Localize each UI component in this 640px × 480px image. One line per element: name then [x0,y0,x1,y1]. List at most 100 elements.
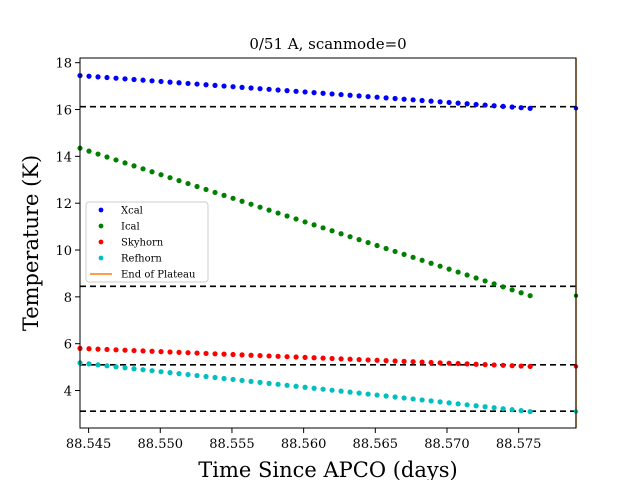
point-xcal [203,82,209,88]
y-tick-label: 14 [55,150,72,165]
point-xcal [338,91,344,98]
point-refhorn [230,376,236,383]
point-xcal [401,96,407,102]
point-ical [248,201,254,207]
point-xcal [230,84,236,90]
point-skyhorn [266,353,272,359]
point-refhorn [365,391,371,397]
point-refhorn [356,390,362,396]
point-refhorn [293,383,299,389]
point-xcal [419,97,425,104]
point-skyhorn [338,356,344,362]
point-skyhorn [428,359,434,366]
point-ical [302,219,308,225]
point-skyhorn [518,363,524,369]
y-tick-label: 16 [55,104,72,119]
point-ical [518,290,524,296]
x-tick-label: 88.560 [281,437,327,452]
point-skyhorn [500,362,506,368]
point-skyhorn [284,354,290,360]
point-xcal [131,76,137,83]
point-refhorn [248,378,254,385]
point-refhorn [446,400,452,406]
point-ical [176,178,182,184]
point-skyhorn [383,358,389,364]
point-xcal [194,81,200,87]
point-ical [464,272,470,278]
point-ical [149,169,155,175]
point-skyhorn [230,351,236,358]
point-refhorn [527,409,533,415]
point-ical [428,260,434,266]
point-ical [275,210,281,216]
point-skyhorn [140,348,146,354]
point-refhorn [392,394,398,400]
point-ical [446,266,452,272]
point-refhorn [167,370,173,376]
point-refhorn [383,393,389,399]
point-skyhorn [464,361,470,367]
point-refhorn [221,375,227,382]
point-ical [491,281,497,287]
series-xcal [77,72,533,111]
point-skyhorn [509,363,515,369]
point-ical [194,183,200,190]
point-xcal [185,80,191,87]
point-refhorn [464,402,470,408]
point-skyhorn [86,346,92,352]
point-ical [527,293,533,299]
point-skyhorn [356,356,362,363]
y-tick-label: 10 [55,244,72,259]
point-xcal [329,91,335,97]
point-xcal [455,100,461,106]
point-skyhorn [122,347,128,353]
point-ical [104,154,110,160]
point-skyhorn [365,357,371,363]
legend-marker-skyhorn [98,239,104,245]
point-skyhorn [437,360,443,366]
y-tick-label: 8 [64,291,72,306]
legend-label-ical: Ical [121,222,140,233]
point-skyhorn [311,355,317,361]
point-skyhorn [482,362,488,368]
series-ical [77,145,533,299]
x-tick-label: 88.565 [353,437,399,452]
point-refhorn [338,388,344,394]
point-xcal [239,84,245,90]
point-ical [509,287,515,293]
point-ical [437,263,443,269]
legend: Xcal Ical Skyhorn Refhorn End of Plateau [85,201,209,283]
point-refhorn [185,371,191,378]
y-tick-label: 4 [64,385,72,400]
legend-label-skyhorn: Skyhorn [121,238,164,249]
point-refhorn [374,392,380,398]
x-tick-label: 88.545 [66,437,112,452]
data-series [77,72,533,415]
point-ical [500,284,506,290]
point-ical [410,254,416,260]
point-skyhorn [491,362,497,368]
point-xcal [257,86,263,92]
point-skyhorn [95,346,101,352]
point-ical [473,275,479,281]
point-xcal [176,80,182,86]
point-refhorn [455,401,461,407]
point-xcal [446,99,452,106]
point-refhorn [131,366,137,372]
legend-marker-refhorn [98,255,104,261]
point-ical [401,251,407,257]
point-xcal [509,104,515,110]
point-ical [392,248,398,255]
point-refhorn [410,396,416,402]
point-ical [374,242,380,249]
legend-marker-xcal [98,207,104,213]
point-xcal [248,85,254,91]
chart-title: 0/51 A, scanmode=0 [249,35,406,53]
point-ical [239,198,245,204]
point-xcal [500,103,506,109]
legend-label-xcal: Xcal [121,206,143,217]
point-xcal [140,77,146,83]
point-skyhorn [194,350,200,356]
point-refhorn [329,387,335,393]
point-xcal [437,99,443,105]
